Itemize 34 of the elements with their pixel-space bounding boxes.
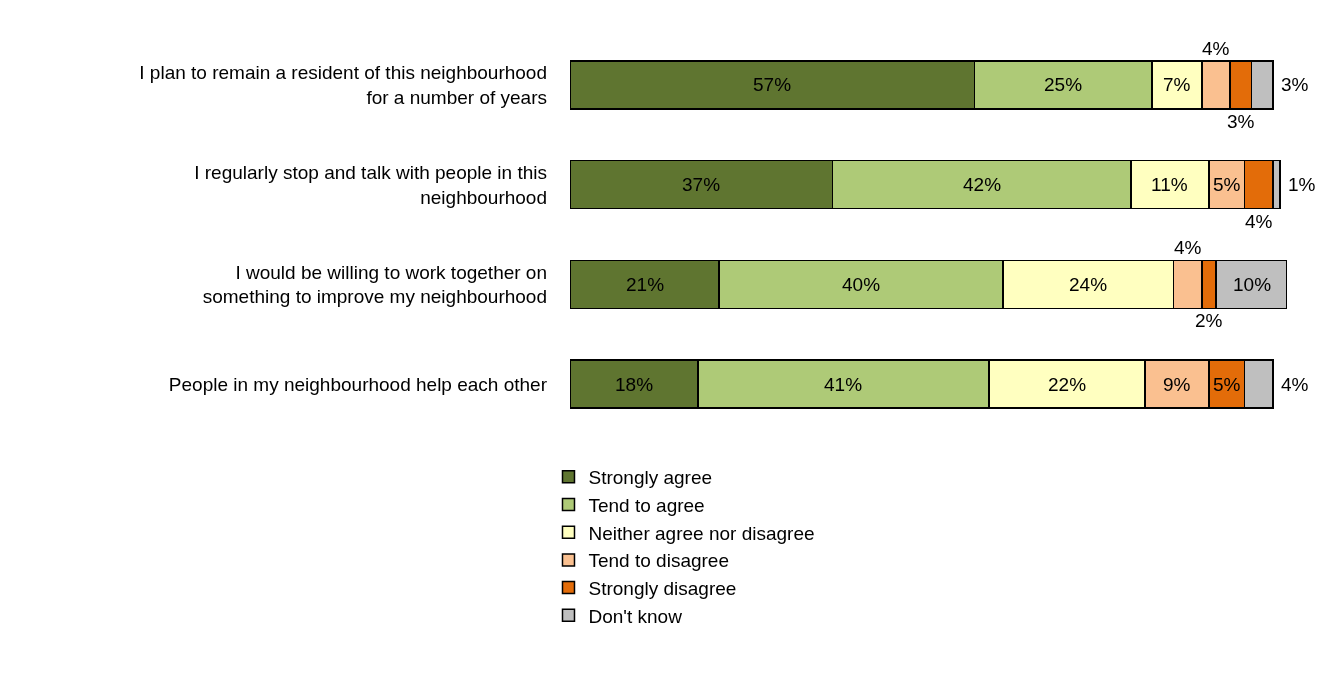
data-label: 7%	[1163, 74, 1191, 95]
data-label: 24%	[1069, 274, 1108, 295]
data-label: 40%	[842, 274, 881, 295]
data-label: 3%	[1227, 111, 1255, 132]
data-label: 4%	[1245, 211, 1273, 232]
data-label: 4%	[1281, 374, 1309, 395]
legend-label: Tend to disagree	[588, 550, 729, 572]
data-label: 10%	[1233, 274, 1272, 295]
legend-label: Strongly disagree	[588, 578, 737, 599]
data-label: 37%	[682, 174, 721, 195]
data-label: 4%	[1174, 237, 1202, 258]
data-label: 18%	[615, 374, 654, 395]
data-label: 25%	[1044, 74, 1083, 95]
legend-label: Strongly agree	[588, 467, 713, 489]
legend-label: Don't know	[588, 605, 683, 627]
data-label: 42%	[963, 174, 1002, 195]
y-tick-label: People in my neighbourhood help each other	[168, 373, 548, 395]
y-tick-label: I regularly stop and talk with people in this neighbourhood	[194, 161, 547, 208]
data-label: 57%	[753, 74, 792, 95]
data-label: 1%	[1288, 174, 1316, 195]
data-label: 9%	[1163, 374, 1191, 395]
data-label: 2%	[1195, 310, 1223, 331]
legend-label: Neither agree nor disagree	[588, 522, 815, 544]
data-label: 4%	[1202, 38, 1230, 59]
data-label: 41%	[824, 374, 863, 395]
data-label: 5%	[1213, 374, 1241, 395]
y-tick-label: I plan to remain a resident of this neighbourhood for a number of years	[139, 62, 547, 108]
data-label: 21%	[626, 274, 665, 295]
data-label: 22%	[1048, 374, 1087, 395]
legend-label: Tend to agree	[588, 494, 705, 516]
data-label: 5%	[1213, 174, 1241, 195]
data-label: 3%	[1281, 74, 1309, 95]
data-label: 11%	[1151, 174, 1188, 195]
y-tick-label: I would be willing to work together on something to improve my neighbourhood	[202, 261, 547, 308]
